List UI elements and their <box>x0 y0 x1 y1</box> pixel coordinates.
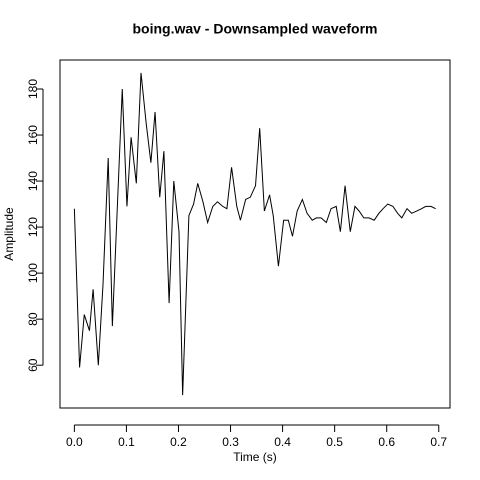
x-tick-label: 0.7 <box>430 435 447 449</box>
y-tick-label: 60 <box>26 358 40 372</box>
x-tick-label: 0.2 <box>170 435 187 449</box>
series-line <box>73 72 436 396</box>
y-tick-label: 120 <box>26 217 40 237</box>
y-tick-label: 140 <box>26 171 40 191</box>
y-tick-label: 100 <box>26 263 40 283</box>
y-tick-label: 180 <box>26 79 40 99</box>
x-tick-label: 0.1 <box>118 435 135 449</box>
chart-title: boing.wav - Downsampled waveform <box>132 21 377 37</box>
x-tick-label: 0.6 <box>378 435 395 449</box>
y-tick-label: 160 <box>26 125 40 145</box>
x-tick-label: 0.5 <box>326 435 343 449</box>
x-tick-label: 0.4 <box>274 435 291 449</box>
x-tick-label: 0.3 <box>222 435 239 449</box>
y-axis-label: Amplitude <box>2 207 16 261</box>
plot-box <box>59 59 451 409</box>
x-tick-label: 0.0 <box>66 435 83 449</box>
x-axis-label: Time (s) <box>233 450 277 464</box>
y-tick-label: 80 <box>26 312 40 326</box>
